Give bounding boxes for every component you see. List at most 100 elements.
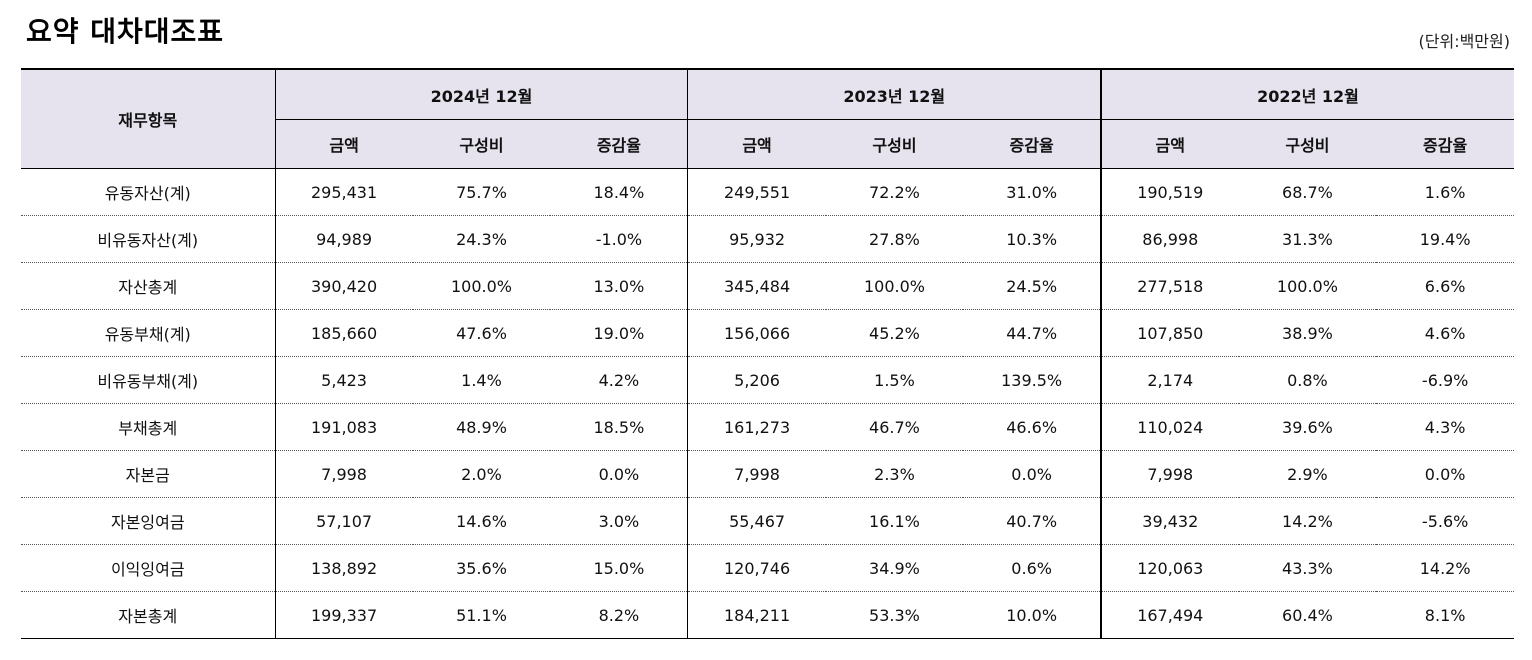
cell-growth: 15.0% xyxy=(550,544,688,592)
cell-amount: 390,420 xyxy=(274,262,413,310)
row-label: 이익잉여금 xyxy=(21,544,275,592)
cell-amount: 5,423 xyxy=(274,356,413,404)
cell-amount: 7,998 xyxy=(687,450,826,498)
cell-amount: 191,083 xyxy=(274,403,413,451)
table-row: 자본총계 199,337 51.1% 8.2% 184,211 53.3% 10.0% 167… xyxy=(21,591,1514,639)
header-year-2024: 2024년 12월 xyxy=(274,68,688,120)
cell-ratio: 34.9% xyxy=(825,544,964,592)
cell-ratio: 14.6% xyxy=(412,497,551,545)
cell-growth: 8.2% xyxy=(550,591,688,639)
header-amount: 금액 xyxy=(687,119,826,169)
cell-growth: 18.5% xyxy=(550,403,688,451)
cell-ratio: 60.4% xyxy=(1238,591,1377,639)
cell-ratio: 24.3% xyxy=(412,215,551,263)
cell-growth: 8.1% xyxy=(1376,591,1514,639)
cell-growth: 10.0% xyxy=(963,591,1101,639)
cell-ratio: 48.9% xyxy=(412,403,551,451)
cell-amount: 7,998 xyxy=(274,450,413,498)
cell-growth: 18.4% xyxy=(550,168,688,216)
cell-amount: 5,206 xyxy=(687,356,826,404)
header-amount: 금액 xyxy=(274,119,413,169)
cell-amount: 345,484 xyxy=(687,262,826,310)
cell-ratio: 38.9% xyxy=(1238,309,1377,357)
cell-growth: 14.2% xyxy=(1376,544,1514,592)
cell-ratio: 31.3% xyxy=(1238,215,1377,263)
cell-growth: -6.9% xyxy=(1376,356,1514,404)
cell-growth: 6.6% xyxy=(1376,262,1514,310)
row-label: 유동부채(계) xyxy=(21,309,275,357)
cell-ratio: 2.3% xyxy=(825,450,964,498)
table-header: 재무항목 2024년 12월 2023년 12월 2022년 12월 금액 구성… xyxy=(21,68,1514,169)
header-item-label: 재무항목 xyxy=(21,68,275,169)
cell-growth: 40.7% xyxy=(963,497,1101,545)
cell-growth: 13.0% xyxy=(550,262,688,310)
table-row: 유동자산(계) 295,431 75.7% 18.4% 249,551 72.2% 31.0… xyxy=(21,168,1514,216)
cell-ratio: 47.6% xyxy=(412,309,551,357)
cell-growth: 44.7% xyxy=(963,309,1101,357)
header-ratio: 구성비 xyxy=(412,119,551,169)
table-row: 부채총계 191,083 48.9% 18.5% 161,273 46.7% 46.6% 11… xyxy=(21,403,1514,451)
cell-growth: 3.0% xyxy=(550,497,688,545)
cell-ratio: 16.1% xyxy=(825,497,964,545)
row-label: 유동자산(계) xyxy=(21,168,275,216)
table-row: 자본잉여금 57,107 14.6% 3.0% 55,467 16.1% 40.7% 39,4… xyxy=(21,497,1514,545)
cell-amount: 7,998 xyxy=(1099,450,1239,498)
cell-growth: 0.0% xyxy=(550,450,688,498)
cell-amount: 277,518 xyxy=(1099,262,1239,310)
cell-ratio: 100.0% xyxy=(1238,262,1377,310)
cell-amount: 95,932 xyxy=(687,215,826,263)
table-body: 유동자산(계) 295,431 75.7% 18.4% 249,551 72.2% 31.0… xyxy=(21,168,1514,639)
cell-ratio: 27.8% xyxy=(825,215,964,263)
cell-amount: 110,024 xyxy=(1099,403,1239,451)
cell-amount: 249,551 xyxy=(687,168,826,216)
cell-amount: 86,998 xyxy=(1099,215,1239,263)
cell-ratio: 53.3% xyxy=(825,591,964,639)
cell-growth: 0.0% xyxy=(1376,450,1514,498)
cell-ratio: 51.1% xyxy=(412,591,551,639)
cell-amount: 156,066 xyxy=(687,309,826,357)
page-title: 요약 대차대조표 xyxy=(26,15,225,48)
header-growth: 증감율 xyxy=(1376,119,1514,169)
cell-ratio: 68.7% xyxy=(1238,168,1377,216)
cell-growth: 139.5% xyxy=(963,356,1101,404)
cell-amount: 120,063 xyxy=(1099,544,1239,592)
cell-amount: 161,273 xyxy=(687,403,826,451)
cell-amount: 94,989 xyxy=(274,215,413,263)
cell-ratio: 2.9% xyxy=(1238,450,1377,498)
cell-growth: 4.2% xyxy=(550,356,688,404)
cell-ratio: 39.6% xyxy=(1238,403,1377,451)
cell-ratio: 1.5% xyxy=(825,356,964,404)
cell-growth: 46.6% xyxy=(963,403,1101,451)
cell-ratio: 72.2% xyxy=(825,168,964,216)
cell-growth: 31.0% xyxy=(963,168,1101,216)
row-label: 자본총계 xyxy=(21,591,275,639)
cell-growth: 24.5% xyxy=(963,262,1101,310)
balance-sheet-table: 재무항목 2024년 12월 2023년 12월 2022년 12월 금액 구성… xyxy=(21,68,1514,639)
cell-ratio: 100.0% xyxy=(825,262,964,310)
cell-amount: 295,431 xyxy=(274,168,413,216)
cell-ratio: 14.2% xyxy=(1238,497,1377,545)
row-label: 부채총계 xyxy=(21,403,275,451)
cell-ratio: 43.3% xyxy=(1238,544,1377,592)
cell-amount: 2,174 xyxy=(1099,356,1239,404)
row-label: 비유동부채(계) xyxy=(21,356,275,404)
cell-growth: 1.6% xyxy=(1376,168,1514,216)
cell-growth: 0.6% xyxy=(963,544,1101,592)
cell-amount: 138,892 xyxy=(274,544,413,592)
row-label: 비유동자산(계) xyxy=(21,215,275,263)
header-growth: 증감율 xyxy=(963,119,1101,169)
header-year-2022: 2022년 12월 xyxy=(1099,68,1514,120)
cell-ratio: 35.6% xyxy=(412,544,551,592)
cell-amount: 185,660 xyxy=(274,309,413,357)
header-growth: 증감율 xyxy=(550,119,688,169)
table-row: 자산총계 390,420 100.0% 13.0% 345,484 100.0% 24.5%… xyxy=(21,262,1514,310)
cell-growth: 0.0% xyxy=(963,450,1101,498)
cell-amount: 199,337 xyxy=(274,591,413,639)
cell-amount: 107,850 xyxy=(1099,309,1239,357)
cell-growth: 4.6% xyxy=(1376,309,1514,357)
cell-amount: 120,746 xyxy=(687,544,826,592)
cell-ratio: 45.2% xyxy=(825,309,964,357)
cell-ratio: 0.8% xyxy=(1238,356,1377,404)
cell-ratio: 46.7% xyxy=(825,403,964,451)
row-label: 자본잉여금 xyxy=(21,497,275,545)
